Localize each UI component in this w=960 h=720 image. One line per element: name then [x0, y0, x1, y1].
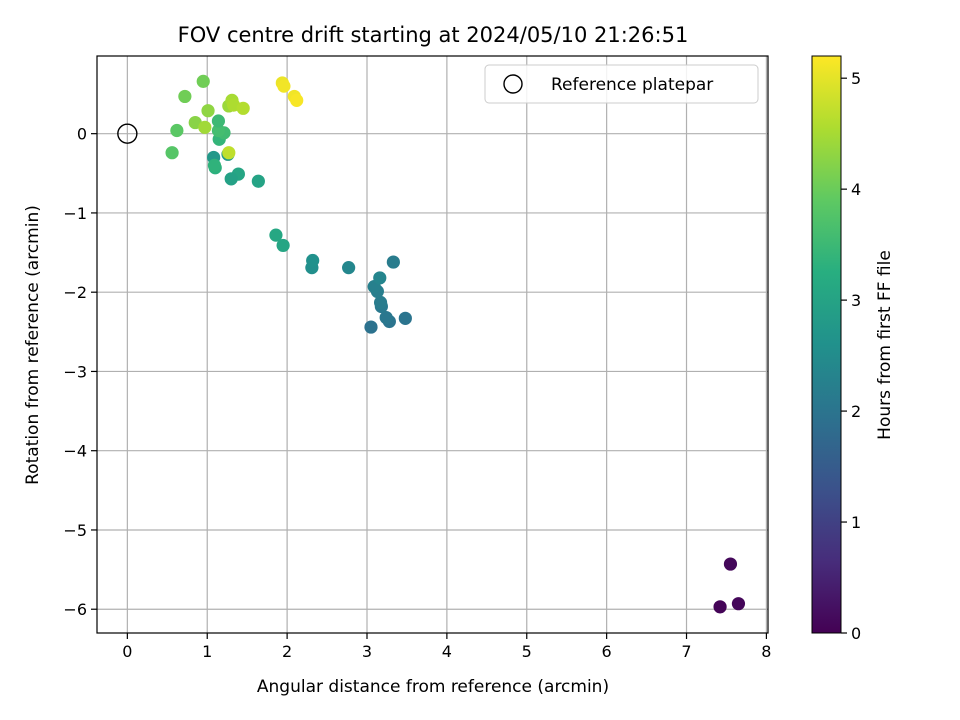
data-point — [731, 597, 746, 611]
y-tick-label: −3 — [63, 362, 87, 381]
y-tick-label: −1 — [63, 204, 87, 223]
data-point — [342, 261, 356, 275]
data-point — [196, 74, 210, 88]
data-point — [178, 89, 192, 104]
data-point — [386, 255, 400, 269]
y-tick-label: −4 — [63, 442, 87, 461]
y-axis-label: Rotation from reference (arcmin) — [23, 205, 43, 485]
data-point — [211, 114, 226, 128]
data-points — [117, 74, 746, 614]
colorbar-tick-label: 0 — [851, 624, 861, 643]
data-point — [306, 253, 320, 268]
data-point — [222, 146, 236, 160]
colorbar-tick-label: 2 — [851, 402, 861, 421]
x-tick-label: 1 — [202, 642, 212, 661]
legend-marker-reference — [503, 74, 523, 94]
data-point — [723, 557, 738, 571]
reference-platepar-marker — [117, 123, 138, 144]
data-point — [398, 311, 412, 325]
colorbar-tick-label: 5 — [851, 69, 861, 88]
x-tick-label: 8 — [761, 642, 771, 661]
data-point — [713, 600, 727, 614]
y-axis-ticks: 0 −1 −2 −3 −4 −5 −6 — [63, 125, 97, 619]
data-point — [379, 310, 393, 325]
y-tick-label: −5 — [63, 521, 87, 540]
colorbar-ticks: 0 1 2 3 4 5 — [841, 69, 861, 643]
data-point — [269, 228, 283, 242]
colorbar-tick-label: 3 — [851, 291, 861, 310]
legend-label-reference: Reference platepar — [551, 75, 713, 95]
colorbar-label: Hours from first FF file — [875, 250, 895, 440]
data-point — [201, 104, 215, 118]
legend-box — [484, 64, 759, 104]
y-tick-label: −6 — [63, 600, 87, 619]
colorbar-gradient — [811, 55, 842, 634]
plot-area-frame — [96, 55, 769, 634]
colorbar: 0 1 2 3 4 5 Hours from first FF file — [811, 55, 895, 643]
data-point — [276, 238, 290, 253]
x-tick-label: 3 — [362, 642, 372, 661]
data-point — [364, 320, 378, 334]
data-point — [224, 172, 238, 186]
y-tick-label: 0 — [77, 125, 87, 144]
data-point — [373, 295, 388, 310]
data-point — [236, 101, 250, 115]
x-axis-label: Angular distance from reference (arcmin) — [257, 677, 609, 697]
colorbar-tick-label: 1 — [851, 513, 861, 532]
x-axis-ticks: 0 1 2 3 4 5 6 7 8 — [122, 633, 771, 661]
data-point — [165, 146, 179, 160]
x-tick-label: 7 — [681, 642, 691, 661]
data-point — [290, 93, 304, 107]
y-tick-label: −2 — [63, 283, 87, 302]
data-point — [373, 271, 387, 285]
colorbar-tick-label: 4 — [851, 180, 861, 199]
grid-lines — [97, 56, 768, 633]
data-point — [277, 79, 291, 93]
x-tick-label: 4 — [442, 642, 452, 661]
data-point — [170, 123, 184, 138]
chart-title: FOV centre drift starting at 2024/05/10 … — [178, 23, 689, 47]
x-tick-label: 0 — [122, 642, 132, 661]
data-point — [207, 158, 222, 172]
x-tick-label: 6 — [602, 642, 612, 661]
data-point — [211, 123, 226, 138]
data-point — [198, 120, 212, 134]
x-tick-label: 2 — [282, 642, 292, 661]
x-tick-label: 5 — [522, 642, 532, 661]
legend: Reference platepar — [484, 64, 759, 104]
data-point — [251, 174, 265, 188]
